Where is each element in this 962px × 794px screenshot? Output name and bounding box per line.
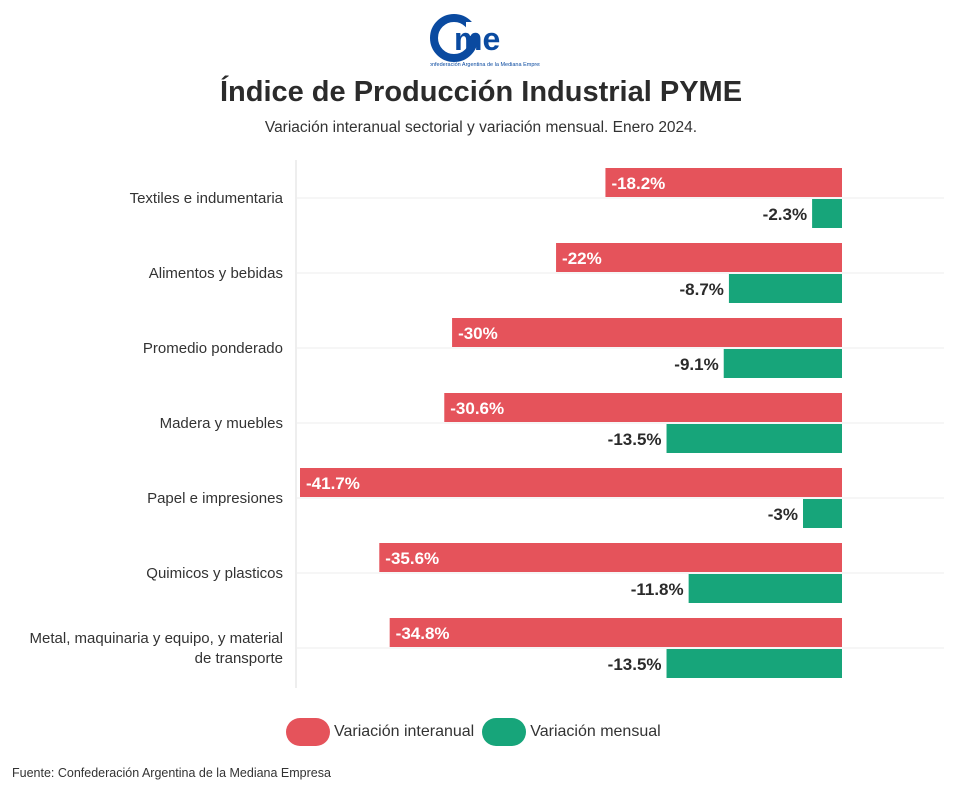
legend-label: Variación interanual	[334, 723, 475, 740]
data-label: -2.3%	[763, 205, 807, 224]
bar-interanual	[379, 543, 842, 572]
legend-swatch	[482, 718, 527, 746]
bar-interanual	[389, 618, 842, 647]
bar-mensual	[803, 499, 842, 528]
category-label: Alimentos y bebidas	[149, 265, 283, 282]
bar-mensual	[723, 349, 842, 378]
bar-interanual	[300, 468, 842, 497]
data-label: -22%	[562, 249, 602, 268]
data-label: -30%	[458, 324, 498, 343]
bar-mensual	[812, 199, 842, 228]
source-note: Fuente: Confederación Argentina de la Me…	[12, 766, 331, 780]
data-label: -35.6%	[385, 549, 439, 568]
legend-item-mensual[interactable]: Variación mensual	[482, 718, 661, 746]
data-label: -41.7%	[306, 474, 360, 493]
data-label: -9.1%	[674, 355, 718, 374]
data-label: -11.8%	[631, 580, 684, 599]
category-label: Promedio ponderado	[143, 340, 283, 357]
chart-title: Índice de Producción Industrial PYME	[219, 76, 743, 108]
chart-subtitle: Variación interanual sectorial y variaci…	[264, 119, 698, 136]
bar-mensual	[666, 424, 842, 453]
data-label: -34.8%	[396, 624, 450, 643]
bar-interanual	[556, 243, 842, 272]
category-label: Metal, maquinaria y equipo, y material de…	[30, 630, 283, 667]
category-label: Quimicos y plasticos	[146, 565, 283, 582]
bar-interanual	[444, 393, 842, 422]
data-label: -18.2%	[611, 174, 665, 193]
category-label: Textiles e indumentaria	[130, 190, 284, 207]
data-label: -13.5%	[608, 655, 662, 674]
legend-item-interanual[interactable]: Variación interanual	[286, 718, 474, 746]
bar-mensual	[666, 649, 842, 678]
legend-label: Variación mensual	[530, 723, 661, 740]
legend-swatch	[286, 718, 330, 746]
bar-interanual	[452, 318, 842, 347]
came-logo: me Confederación Argentina de la Mediana…	[425, 14, 546, 75]
data-label: -30.6%	[450, 399, 504, 418]
bar-interanual	[605, 168, 842, 197]
category-label: Papel e impresiones	[147, 490, 283, 507]
data-label: -3%	[768, 505, 798, 524]
data-label: -13.5%	[608, 430, 662, 449]
bar-mensual	[728, 274, 842, 303]
bar-mensual	[688, 574, 842, 603]
category-label: Madera y muebles	[160, 415, 283, 432]
data-label: -8.7%	[679, 280, 723, 299]
legend: Variación interanual Variación mensual	[286, 718, 669, 746]
svg-text:Confederación Argentina de la: Confederación Argentina de la Mediana Em…	[430, 62, 540, 68]
svg-text:me: me	[454, 21, 500, 57]
